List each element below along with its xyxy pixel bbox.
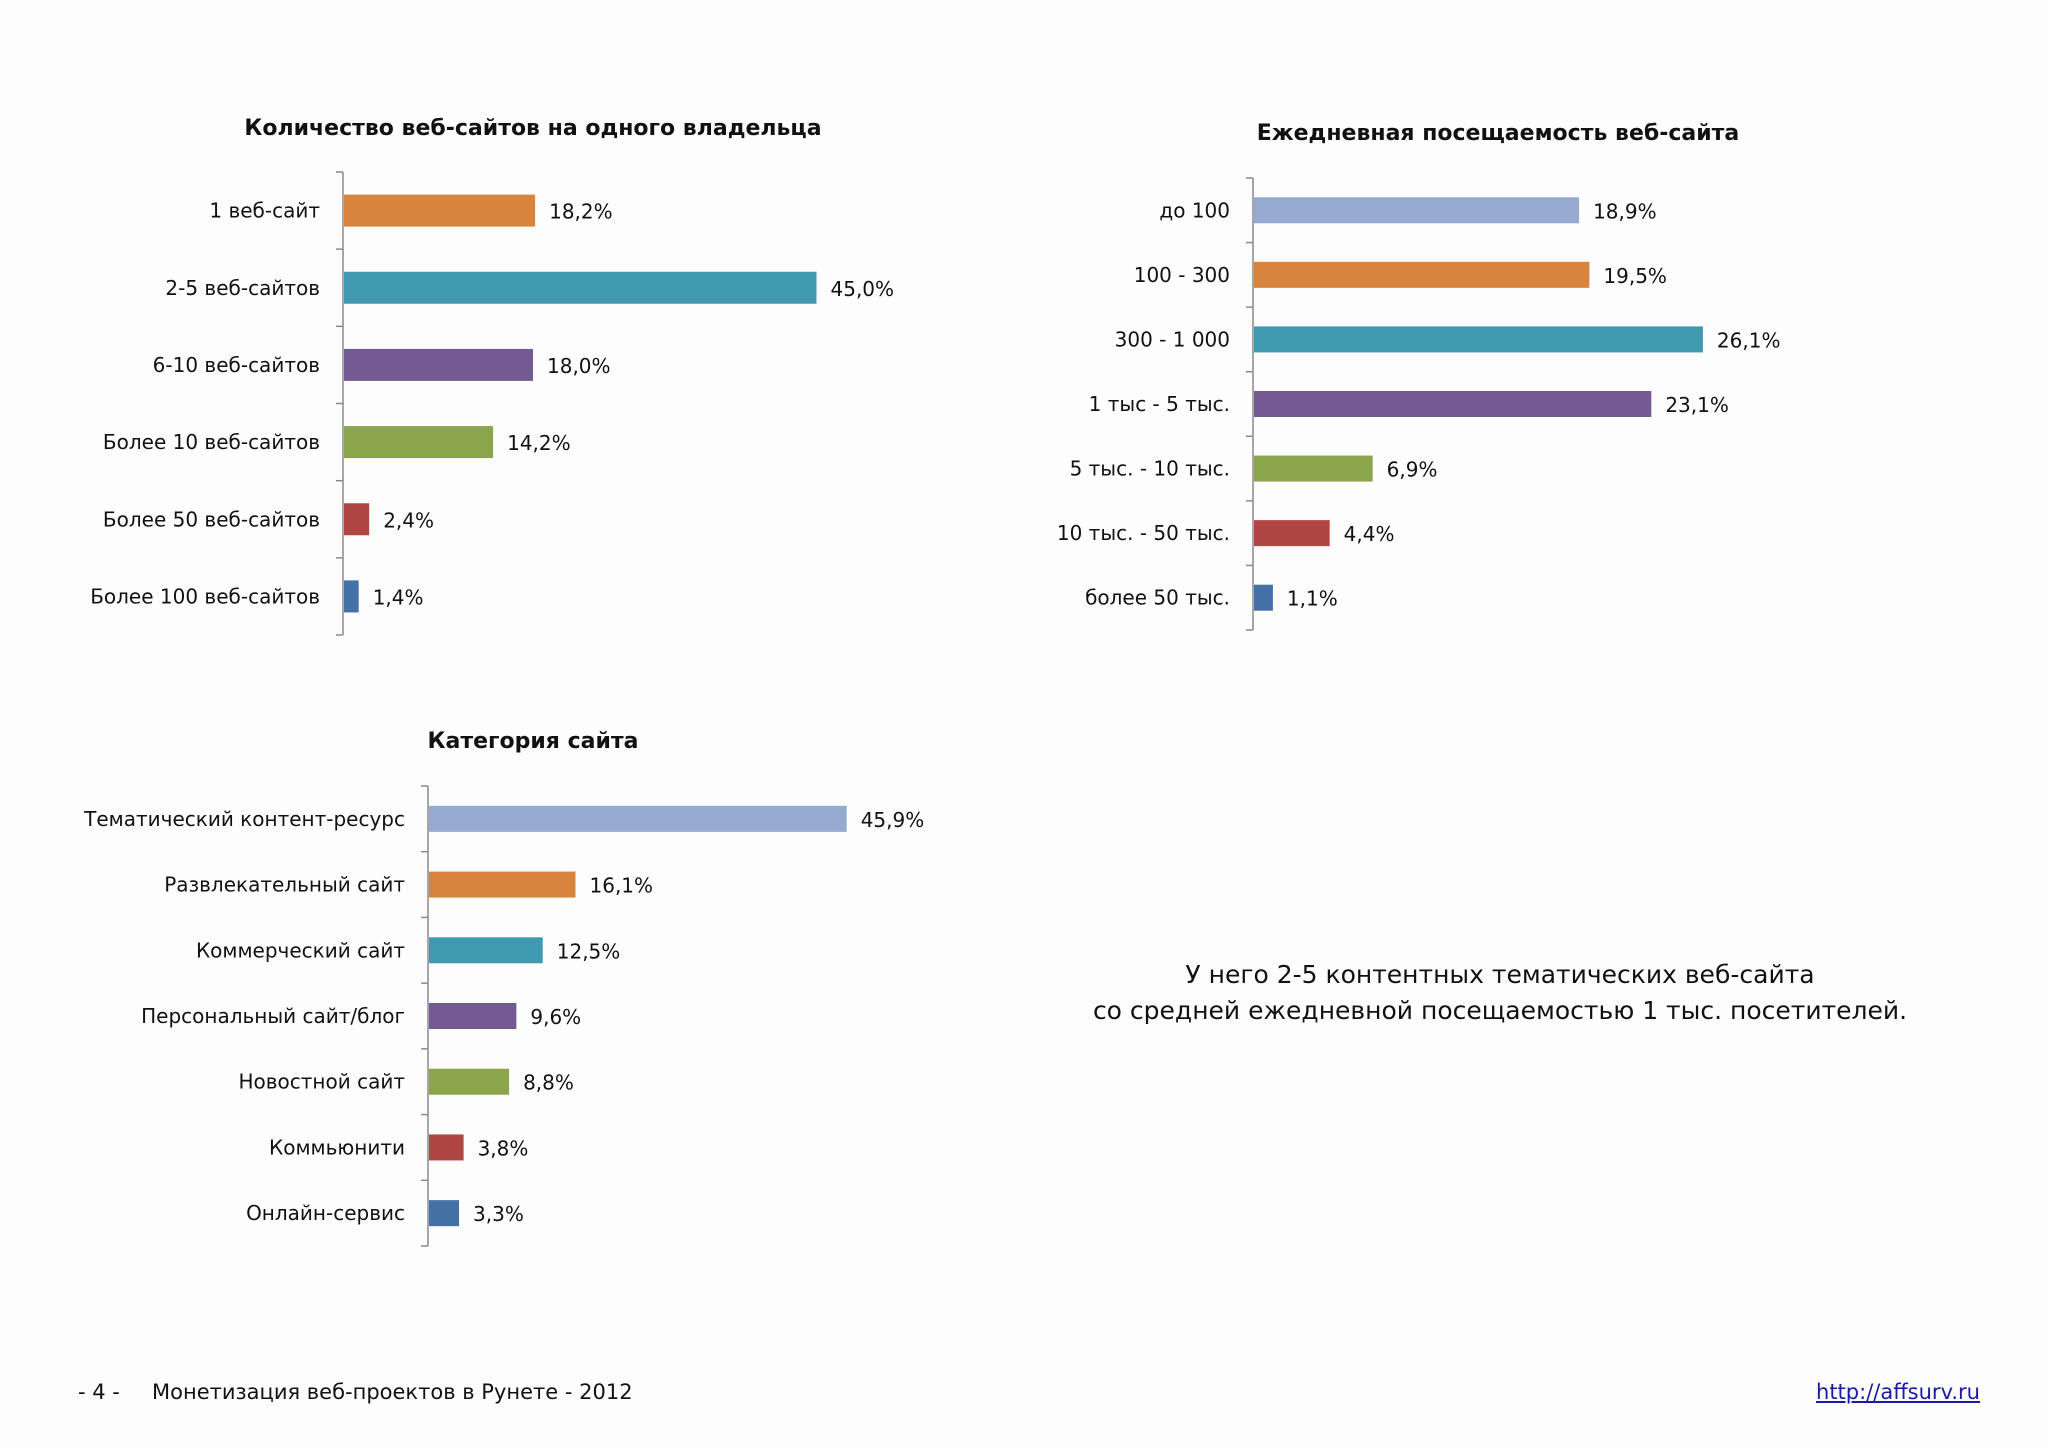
bar [1254, 326, 1703, 353]
category-label: 5 тыс. - 10 тыс. [1070, 457, 1230, 481]
category-label: 10 тыс. - 50 тыс. [1057, 521, 1230, 545]
value-label: 3,3% [473, 1202, 524, 1226]
category-label: 300 - 1 000 [1115, 327, 1230, 351]
value-label: 18,0% [547, 354, 611, 378]
category-label: Более 50 веб-сайтов [103, 507, 320, 531]
category-label: до 100 [1159, 198, 1230, 222]
bar [344, 580, 359, 613]
category-label: 1 тыс - 5 тыс. [1089, 392, 1230, 416]
summary-line-1: У него 2-5 контентных тематических веб-с… [1185, 960, 1815, 989]
category-label: Тематический контент-ресурс [83, 807, 405, 831]
value-label: 6,9% [1387, 458, 1438, 482]
category-label: Более 100 веб-сайтов [90, 584, 320, 608]
value-label: 3,8% [478, 1136, 529, 1160]
category-label: Развлекательный сайт [164, 873, 405, 897]
value-label: 18,2% [549, 200, 613, 224]
chart-title: Количество веб-сайтов на одного владельц… [244, 116, 821, 141]
bar [344, 194, 536, 227]
value-label: 23,1% [1665, 393, 1729, 417]
category-label: Онлайн-сервис [246, 1201, 405, 1225]
category-label: Новостной сайт [238, 1070, 405, 1094]
page-number: - 4 - [78, 1380, 120, 1404]
chart-websites-per-owner: Количество веб-сайтов на одного владельц… [90, 116, 895, 636]
category-label: Коммьюнити [269, 1135, 405, 1159]
chart-daily-traffic: Ежедневная посещаемость веб-сайта до 100 1… [1057, 121, 1781, 631]
chart-title: Категория сайта [428, 729, 639, 754]
category-label: 100 - 300 [1134, 263, 1230, 287]
value-label: 9,6% [530, 1005, 581, 1029]
bar [429, 1200, 460, 1227]
category-label: Персональный сайт/блог [141, 1004, 405, 1028]
bar [344, 426, 494, 459]
value-label: 45,9% [861, 808, 925, 832]
value-label: 8,8% [523, 1071, 574, 1095]
bar [429, 805, 847, 832]
value-label: 1,4% [373, 585, 424, 609]
bar [344, 348, 533, 381]
bar [1254, 391, 1652, 417]
category-label: 1 веб-сайт [209, 199, 320, 223]
bar [429, 871, 576, 898]
category-label: Более 10 веб-сайтов [103, 430, 320, 454]
footer-link[interactable]: http://affsurv.ru [1816, 1380, 1980, 1404]
value-label: 19,5% [1603, 264, 1667, 288]
category-label: более 50 тыс. [1085, 586, 1230, 610]
summary-text: У него 2-5 контентных тематических веб-с… [1040, 957, 1960, 1029]
value-label: 1,1% [1287, 587, 1338, 611]
summary-line-2: со средней ежедневной посещаемостью 1 ты… [1092, 996, 1908, 1025]
bar [429, 1003, 517, 1029]
value-label: 45,0% [831, 277, 895, 301]
category-label: Коммерческий сайт [196, 938, 405, 962]
bar [1254, 584, 1273, 611]
bar [1254, 455, 1373, 482]
bar [429, 1068, 510, 1095]
value-label: 2,4% [383, 508, 434, 532]
bar [1254, 197, 1580, 224]
value-label: 4,4% [1344, 522, 1395, 546]
value-label: 18,9% [1593, 199, 1657, 223]
chart-site-category: Категория сайта Тематический контент-ресу… [83, 729, 925, 1247]
category-label: 6-10 веб-сайтов [153, 353, 320, 377]
category-label: 2-5 веб-сайтов [165, 276, 320, 300]
footer-title: Монетизация веб-проектов в Рунете - 2012 [152, 1380, 633, 1404]
bar [429, 1134, 464, 1161]
chart-title: Ежедневная посещаемость веб-сайта [1257, 121, 1740, 146]
bar [1254, 520, 1330, 547]
bar [344, 503, 370, 536]
value-label: 26,1% [1717, 328, 1781, 352]
bar [344, 271, 817, 304]
value-label: 14,2% [507, 431, 571, 455]
bar [429, 937, 543, 964]
value-label: 16,1% [590, 874, 654, 898]
value-label: 12,5% [557, 939, 621, 963]
bar [1254, 261, 1590, 288]
